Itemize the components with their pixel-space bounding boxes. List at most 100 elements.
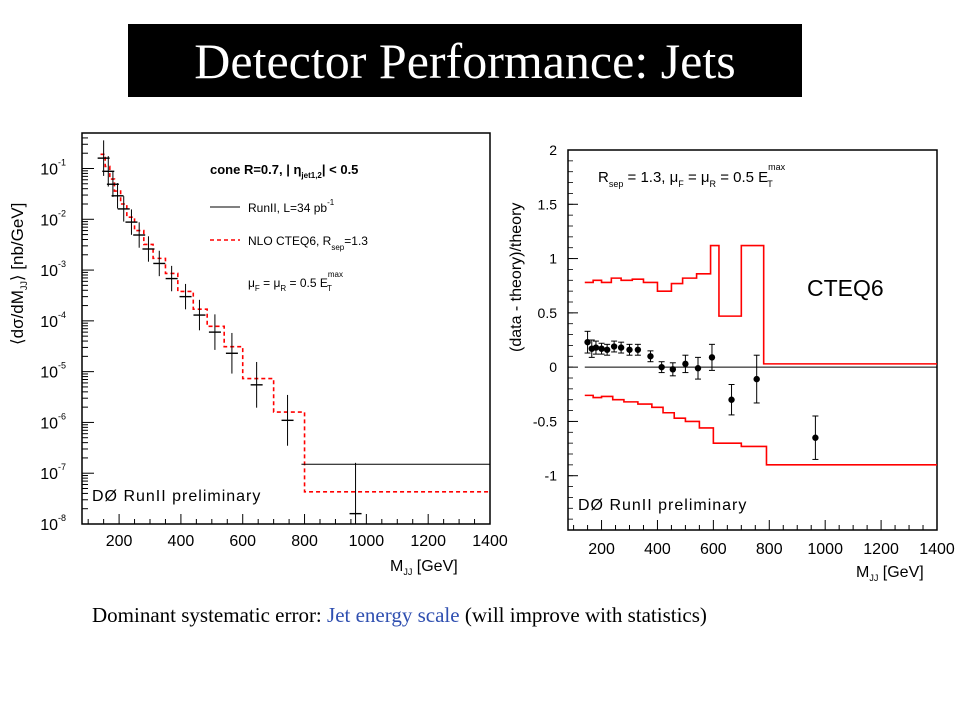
left-y-tick-base: 10 <box>40 314 58 331</box>
left-x-tick-label: 600 <box>229 533 256 550</box>
left-cone-label: cone R=0.7, | ηjet1,2| < 0.5 <box>210 162 358 180</box>
caption-post: (will improve with statistics) <box>459 603 707 627</box>
right-x-tick-label: 400 <box>644 541 671 558</box>
left-legend-data-label: RunII, L=34 pb-1 <box>248 198 335 215</box>
slide-caption: Dominant systematic error: Jet energy sc… <box>92 603 707 628</box>
left-y-tick-label: 10-1 <box>40 157 66 178</box>
right-rsep-sub3: R <box>710 179 717 189</box>
left-y-tick-label: 10-7 <box>40 462 66 483</box>
right-rsep-label: Rsep = 1.3, μF = μR = 0.5 Emax T <box>598 162 786 189</box>
right-y-tick-label: 0 <box>549 359 557 375</box>
left-y-tick-base: 10 <box>40 365 58 382</box>
right-x-tick-label: 200 <box>588 541 615 558</box>
left-y-axis-label: ⟨dσ/dMJJ⟩ [nb/GeV] <box>8 203 29 345</box>
caption-highlight: Jet energy scale <box>327 603 460 627</box>
left-plot-frame <box>81 132 491 525</box>
left-scale-sub3: T <box>327 284 332 293</box>
right-rsep-pre: R <box>598 169 609 186</box>
left-x-tick-label: 1000 <box>349 533 385 550</box>
left-legend-data-text: RunII, L=34 pb <box>248 201 327 215</box>
left-legend-theory-sub: sep <box>331 243 344 252</box>
right-data-point <box>647 353 654 360</box>
left-x-tick-label: 800 <box>291 533 318 550</box>
right-upper-band <box>584 244 937 365</box>
left-ylabel-pre: ⟨dσ/dM <box>8 290 27 345</box>
right-data-point <box>753 375 760 383</box>
left-y-tick-label: 10-2 <box>40 208 66 229</box>
left-y-tick-label: 10-3 <box>40 259 66 280</box>
right-data-point <box>626 346 633 353</box>
left-y-tick-base: 10 <box>40 263 58 280</box>
right-y-axis-label: (data - theory)/theory <box>508 203 525 352</box>
left-scale-sub2: R <box>280 284 286 293</box>
left-scale-label: μF = μR = 0.5 Emax T <box>248 270 343 293</box>
right-rsep-sub: sep <box>609 179 624 189</box>
left-chart: 200 400 600 800 1000 1200 140010-110-210-310-4… <box>8 132 508 577</box>
right-rsep-post: = 0.5 E <box>716 169 768 186</box>
right-xlabel-unit: [GeV] <box>878 564 923 581</box>
right-y-tick-label: -1 <box>545 468 558 484</box>
left-y-tick-base: 10 <box>40 161 58 178</box>
left-cone-text: cone R=0.7, | η <box>210 162 301 177</box>
left-ylabel-sub: JJ <box>19 281 29 290</box>
left-scale-pre: μ <box>248 276 255 290</box>
right-x-tick-label: 600 <box>700 541 727 558</box>
right-x-tick-label: 1400 <box>919 541 955 558</box>
left-y-tick-label: 10-8 <box>40 513 66 534</box>
right-xlabel-main: M <box>856 564 869 581</box>
left-xlabel-sub: JJ <box>403 567 412 577</box>
left-y-tick-base: 10 <box>40 415 58 432</box>
left-y-tick-exponent: -8 <box>58 513 66 523</box>
left-legend-theory-label: NLO CTEQ6, Rsep=1.3 <box>248 234 368 252</box>
right-data-point <box>694 365 702 372</box>
left-xlabel-main: M <box>390 558 403 575</box>
right-data-point <box>812 434 819 441</box>
right-data-point <box>634 346 642 353</box>
left-y-tick-base: 10 <box>40 212 58 229</box>
slide-title-box: Detector Performance: Jets <box>128 24 802 97</box>
left-scale-sup: max <box>328 270 343 279</box>
left-y-tick-exponent: -6 <box>58 411 66 421</box>
right-x-tick-label: 1200 <box>863 541 899 558</box>
left-y-tick-exponent: -2 <box>58 208 66 218</box>
charts-canvas: 200 400 600 800 1000 1200 140010-110-210-310-4… <box>8 132 955 583</box>
right-data-point <box>610 343 618 350</box>
right-watermark: DØ RunII preliminary <box>578 497 747 514</box>
right-x-tick-label: 1000 <box>807 541 843 558</box>
slide-title: Detector Performance: Jets <box>194 32 736 89</box>
left-y-tick-exponent: -1 <box>58 157 66 167</box>
right-data-point <box>658 363 665 371</box>
left-x-tick-label: 1400 <box>472 533 508 550</box>
right-data-point <box>728 396 735 403</box>
right-xlabel-sub: JJ <box>869 573 878 583</box>
left-scale-mid: = μ <box>260 276 281 290</box>
right-data-point <box>669 366 677 373</box>
right-data-point <box>682 360 689 368</box>
left-y-tick-base: 10 <box>40 517 58 534</box>
left-y-tick-exponent: -5 <box>58 361 66 371</box>
left-legend-data-sup: -1 <box>327 198 335 207</box>
left-scale-post: = 0.5 E <box>286 276 328 290</box>
left-y-tick-label: 10-4 <box>40 310 66 331</box>
left-legend-theory-post: =1.3 <box>344 234 368 248</box>
right-rsep-sub2: F <box>678 179 684 189</box>
right-y-tick-label: 1 <box>549 251 557 267</box>
right-y-tick-label: 0.5 <box>538 305 558 321</box>
left-x-tick-label: 400 <box>168 533 195 550</box>
right-rsep-mid: = 1.3, μ <box>623 169 678 186</box>
caption-pre: Dominant systematic error: <box>92 603 328 627</box>
left-x-tick-label: 1200 <box>410 533 446 550</box>
right-data-point <box>708 354 716 361</box>
right-data-point <box>617 344 625 351</box>
right-x-axis-label: MJJ [GeV] <box>856 564 924 583</box>
right-cteq-label: CTEQ6 <box>807 275 884 301</box>
left-xlabel-unit: [GeV] <box>412 558 457 575</box>
left-x-axis-label: MJJ [GeV] <box>390 558 458 577</box>
right-rsep-mid2: = μ <box>684 169 710 186</box>
left-y-tick-label: 10-5 <box>40 361 66 382</box>
right-y-tick-label: 1.5 <box>538 196 558 212</box>
right-data-point <box>603 346 611 353</box>
left-y-tick-exponent: -7 <box>58 462 66 472</box>
right-x-tick-label: 800 <box>756 541 783 558</box>
left-ylabel-post: ⟩ [nb/GeV] <box>8 203 27 281</box>
